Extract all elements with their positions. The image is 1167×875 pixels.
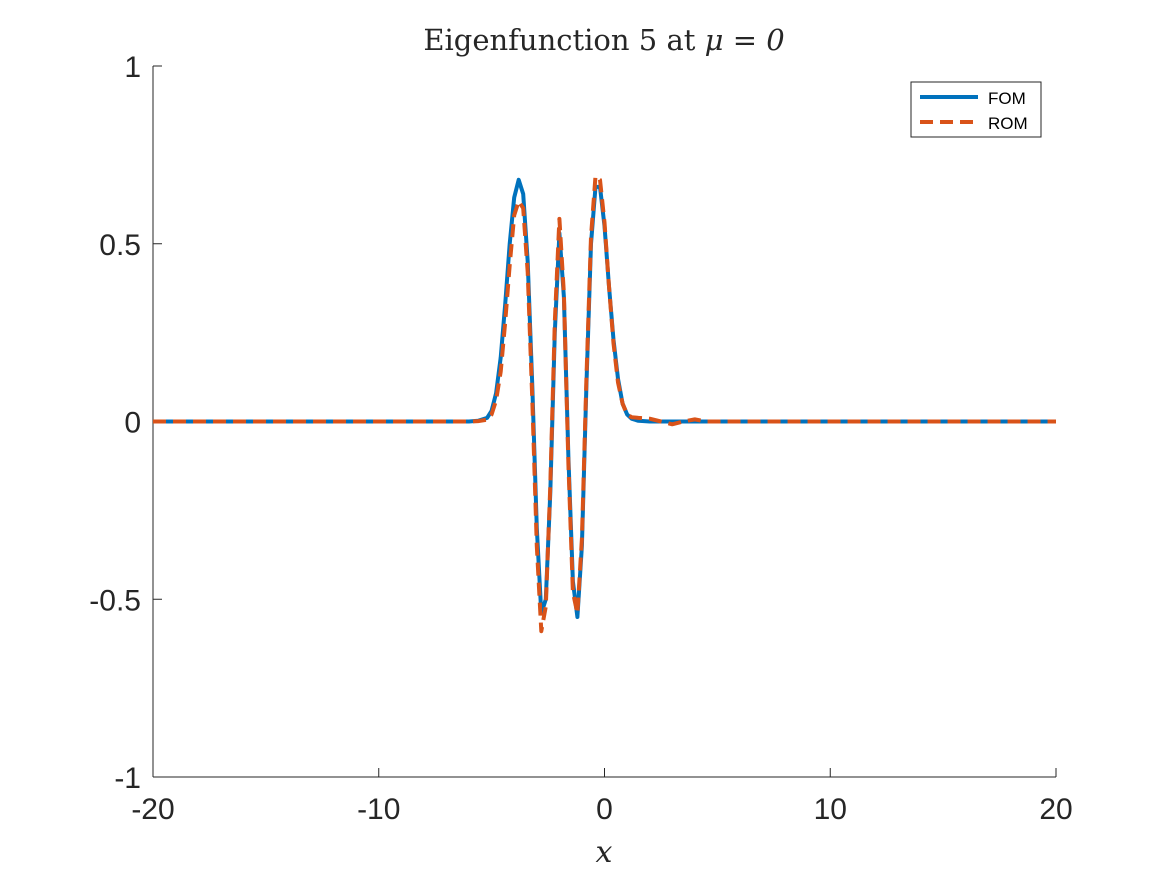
chart-title-prefix: Eigenfunction 5 at [423, 23, 704, 57]
chart-title-math: μ = 0 [705, 23, 785, 57]
y-tick-label: 1 [124, 51, 141, 84]
plot-lines [153, 174, 1056, 634]
x-axis-label: x [596, 835, 613, 870]
y-tick-label: -1 [114, 762, 141, 795]
legend-box [910, 81, 1042, 138]
y-tick-label: 0.5 [99, 229, 141, 262]
series-line-fom [153, 177, 1056, 619]
legend: FOM ROM [910, 81, 1042, 138]
legend-label-rom: ROM [988, 114, 1028, 133]
y-tick-label: -0.5 [89, 584, 141, 617]
chart-title: Eigenfunction 5 at μ = 0 [423, 23, 784, 57]
x-ticks: -20 -10 0 10 20 [131, 768, 1073, 826]
y-tick-label: 0 [124, 407, 141, 440]
y-ticks: -1 -0.5 0 0.5 1 [89, 51, 162, 795]
x-tick-label: -20 [131, 793, 174, 826]
series-line-rom [153, 174, 1056, 634]
x-tick-label: 10 [814, 793, 847, 826]
x-tick-label: 0 [596, 793, 613, 826]
legend-label-fom: FOM [988, 89, 1026, 108]
x-tick-label: 20 [1039, 793, 1072, 826]
x-tick-label: -10 [357, 793, 400, 826]
